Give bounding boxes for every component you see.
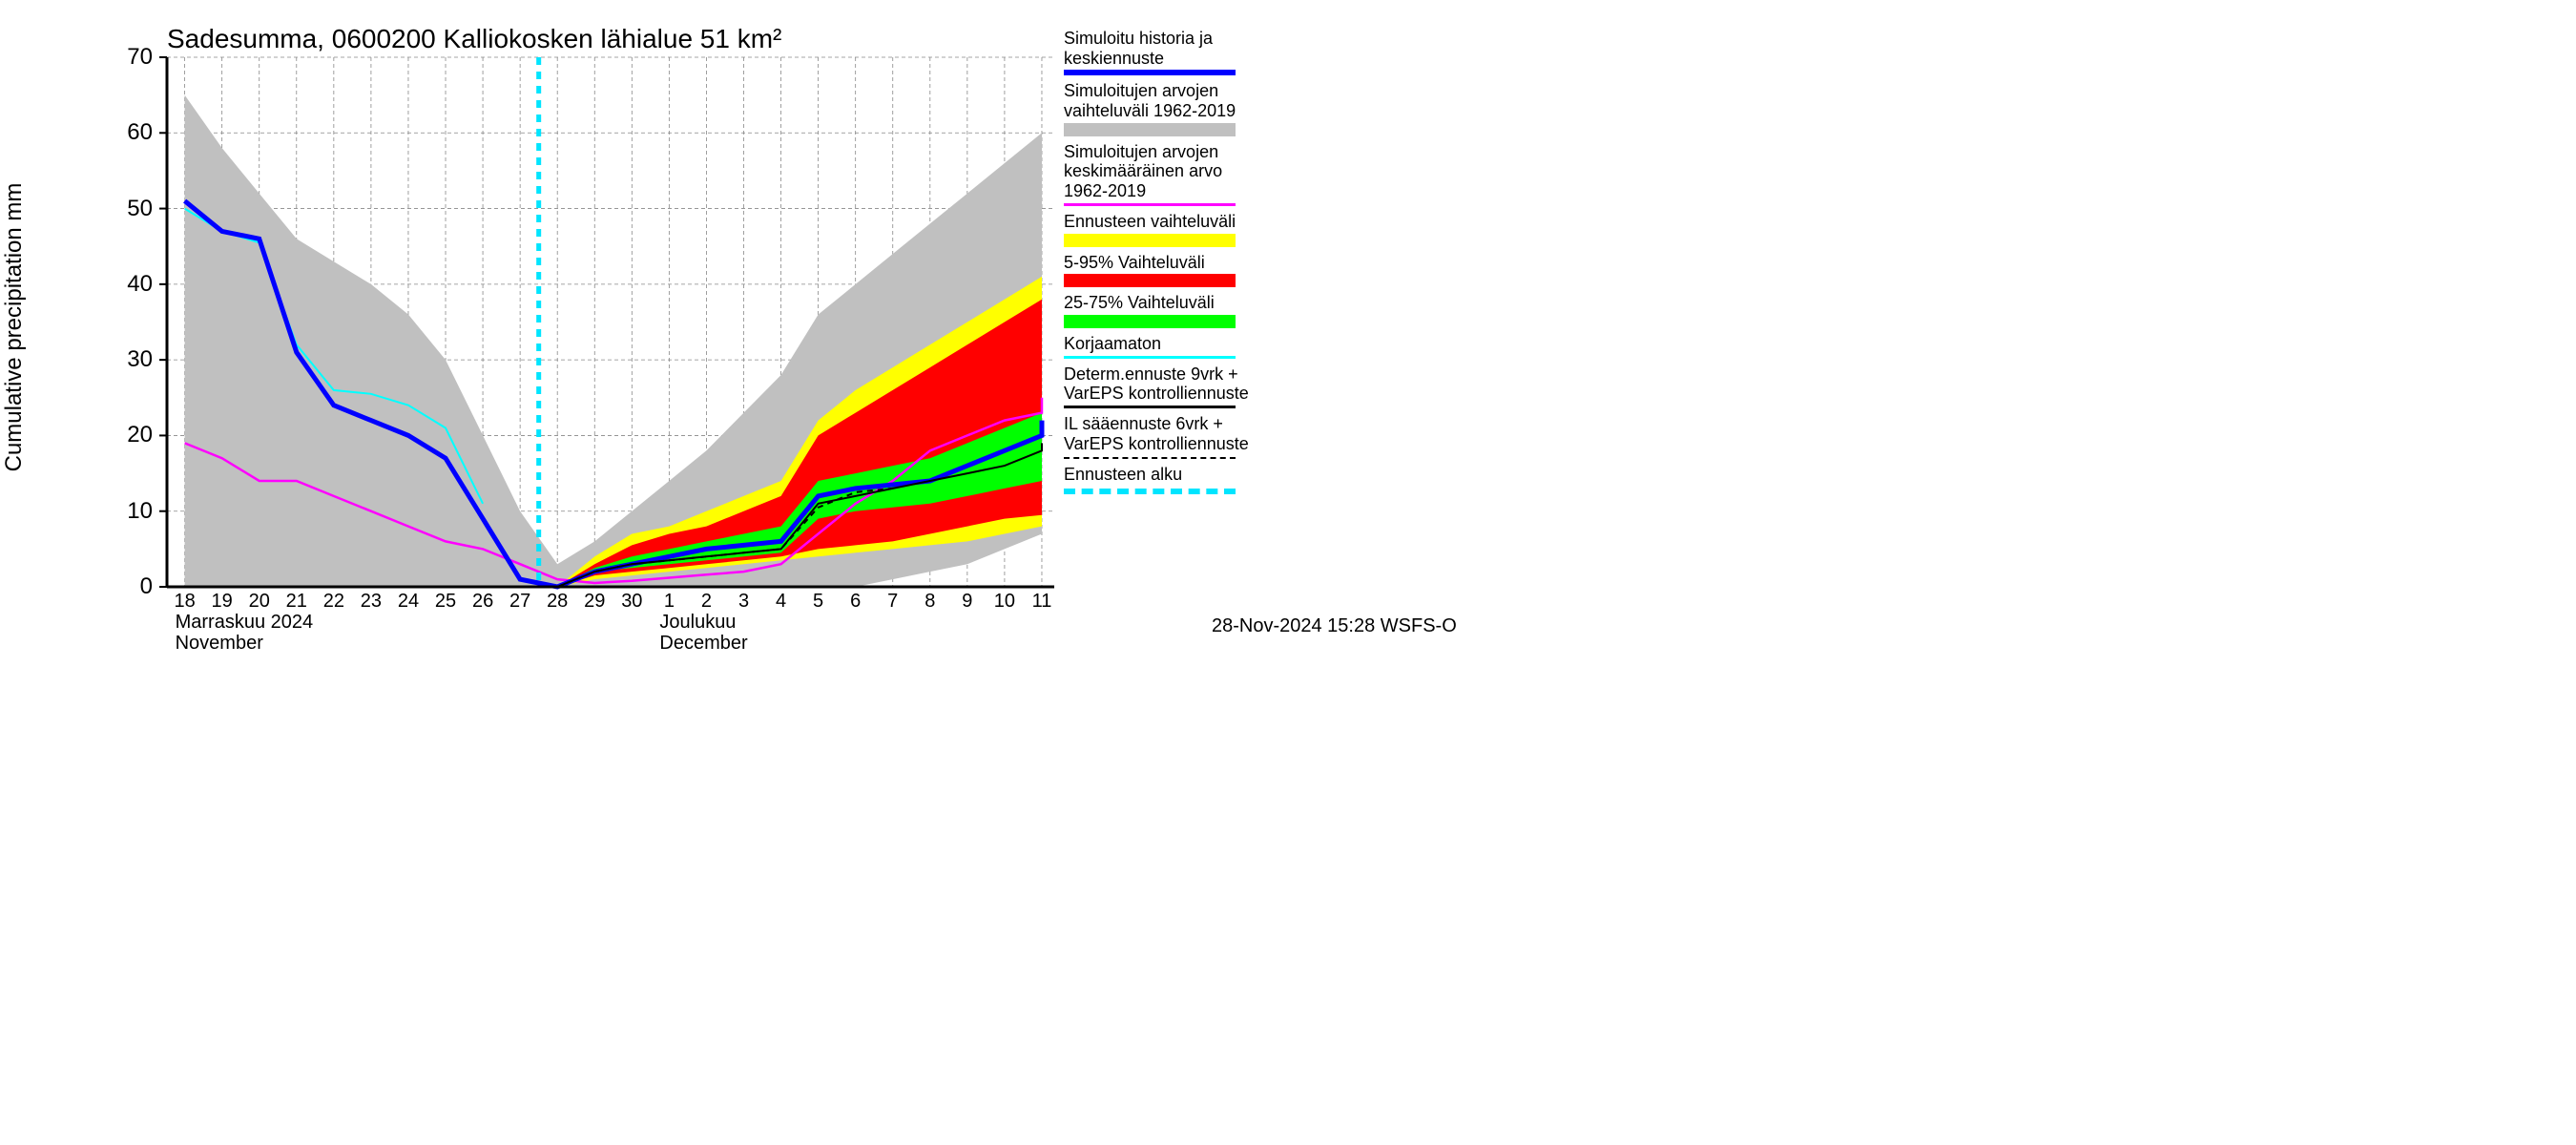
y-tick-label: 20 — [110, 422, 153, 448]
y-tick-label: 40 — [110, 271, 153, 298]
x-tick-label: 6 — [841, 591, 870, 613]
legend-swatch — [1064, 406, 1236, 408]
month-label-fi: Marraskuu 2024 — [176, 612, 314, 634]
timestamp: 28-Nov-2024 15:28 WSFS-O — [1212, 615, 1457, 637]
legend-item: Ennusteen alku — [1064, 465, 1412, 494]
legend-text: vaihteluväli 1962-2019 — [1064, 101, 1412, 121]
chart-title: Sadesumma, 0600200 Kalliokosken lähialue… — [167, 24, 781, 54]
month-label-en: November — [176, 633, 263, 655]
legend-item: IL sääennuste 6vrk + VarEPS kontrollienn… — [1064, 414, 1412, 459]
y-tick-label: 10 — [110, 498, 153, 525]
legend-item: 5-95% Vaihteluväli — [1064, 253, 1412, 288]
legend-text: 5-95% Vaihteluväli — [1064, 253, 1412, 273]
legend-text: keskimääräinen arvo — [1064, 161, 1412, 181]
legend-item: Simuloitu historia jakeskiennuste — [1064, 29, 1412, 75]
y-tick-label: 50 — [110, 196, 153, 222]
legend-item: Simuloitujen arvojenkeskimääräinen arvo … — [1064, 142, 1412, 206]
legend-swatch — [1064, 123, 1236, 136]
legend-item: 25-75% Vaihteluväli — [1064, 293, 1412, 328]
x-tick-label: 7 — [879, 591, 907, 613]
legend-swatch — [1064, 489, 1236, 494]
chart-container: Sadesumma, 0600200 Kalliokosken lähialue… — [0, 0, 1469, 654]
legend-swatch — [1064, 274, 1236, 287]
y-tick-label: 60 — [110, 119, 153, 146]
legend-swatch — [1064, 356, 1236, 359]
legend-item: Simuloitujen arvojenvaihteluväli 1962-20… — [1064, 81, 1412, 135]
legend-text: 25-75% Vaihteluväli — [1064, 293, 1412, 313]
month-label-en: December — [659, 633, 747, 655]
y-tick-label: 30 — [110, 346, 153, 373]
legend-text: IL sääennuste 6vrk + — [1064, 414, 1412, 434]
x-tick-label: 9 — [953, 591, 982, 613]
x-tick-label: 18 — [171, 591, 199, 613]
x-tick-label: 28 — [543, 591, 571, 613]
legend-text: Ennusteen vaihteluväli — [1064, 212, 1412, 232]
legend-swatch — [1064, 315, 1236, 328]
legend-text: Korjaamaton — [1064, 334, 1412, 354]
x-tick-label: 10 — [990, 591, 1019, 613]
x-tick-label: 21 — [282, 591, 311, 613]
x-tick-label: 27 — [506, 591, 534, 613]
legend-text: Simuloitujen arvojen — [1064, 142, 1412, 162]
x-tick-label: 26 — [468, 591, 497, 613]
legend-text: Ennusteen alku — [1064, 465, 1412, 485]
legend-text: VarEPS kontrolliennuste — [1064, 434, 1412, 454]
x-tick-label: 3 — [730, 591, 758, 613]
legend-swatch — [1064, 70, 1236, 75]
x-tick-label: 30 — [617, 591, 646, 613]
x-tick-label: 23 — [357, 591, 385, 613]
x-tick-label: 8 — [916, 591, 945, 613]
legend-text: 1962-2019 — [1064, 181, 1412, 201]
x-tick-label: 25 — [431, 591, 460, 613]
x-tick-label: 5 — [804, 591, 833, 613]
legend-swatch — [1064, 234, 1236, 247]
x-tick-label: 1 — [654, 591, 683, 613]
x-tick-label: 29 — [580, 591, 609, 613]
x-tick-label: 11 — [1028, 591, 1056, 613]
x-tick-label: 19 — [208, 591, 237, 613]
y-tick-label: 0 — [110, 573, 153, 600]
x-tick-label: 2 — [692, 591, 720, 613]
x-tick-label: 4 — [767, 591, 796, 613]
y-axis-label: Cumulative precipitation mm — [1, 182, 28, 471]
x-tick-label: 20 — [245, 591, 274, 613]
y-tick-label: 70 — [110, 44, 153, 71]
legend-text: Determ.ennuste 9vrk + — [1064, 364, 1412, 385]
legend-item: Ennusteen vaihteluväli — [1064, 212, 1412, 247]
x-tick-label: 24 — [394, 591, 423, 613]
x-tick-label: 22 — [320, 591, 348, 613]
legend-text: keskiennuste — [1064, 49, 1412, 69]
legend-text: Simuloitujen arvojen — [1064, 81, 1412, 101]
legend-text: Simuloitu historia ja — [1064, 29, 1412, 49]
legend-swatch — [1064, 203, 1236, 206]
legend-text: VarEPS kontrolliennuste — [1064, 384, 1412, 404]
legend-swatch — [1064, 457, 1236, 459]
month-label-fi: Joulukuu — [659, 612, 736, 634]
legend-item: Determ.ennuste 9vrk + VarEPS kontrollien… — [1064, 364, 1412, 408]
legend: Simuloitu historia jakeskiennusteSimuloi… — [1064, 29, 1412, 500]
plot-area — [167, 57, 1054, 587]
legend-item: Korjaamaton — [1064, 334, 1412, 359]
